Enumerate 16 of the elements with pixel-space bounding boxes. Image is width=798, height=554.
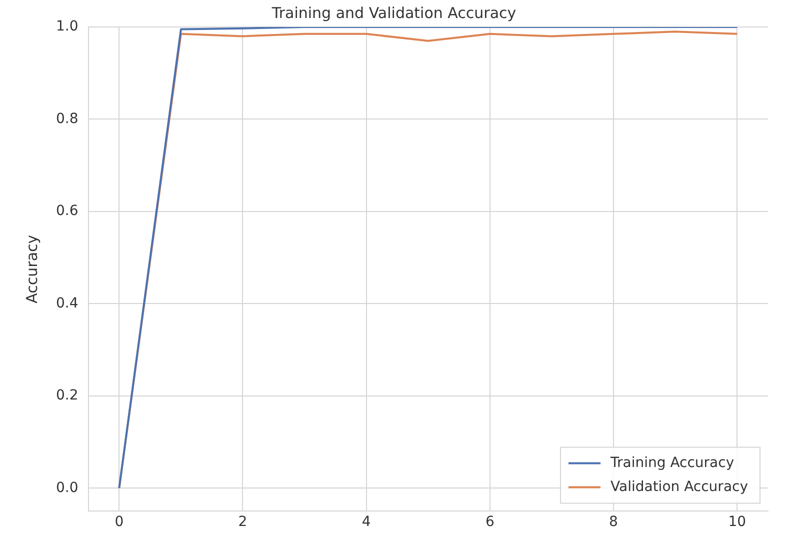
y-tick-label: 0.2: [56, 388, 78, 404]
x-tick-label: 8: [609, 514, 618, 530]
y-tick-label: 1.0: [56, 18, 78, 35]
y-tick-label: 0.6: [56, 203, 78, 220]
y-axis-title: Accuracy: [22, 234, 41, 304]
y-tick-label: 0.8: [56, 110, 78, 127]
y-tick-label: 0.4: [56, 295, 78, 312]
chart-title: Training and Validation Accuracy: [270, 4, 516, 22]
legend-label: Validation Accuracy: [610, 478, 748, 495]
x-tick-label: 0: [114, 514, 124, 530]
x-tick-label: 4: [362, 514, 371, 530]
x-tick-label: 2: [238, 514, 248, 530]
x-tick-label: 6: [485, 514, 494, 530]
y-tick-label: 0.0: [56, 480, 78, 496]
x-tick-label: 10: [728, 514, 746, 530]
legend-label: Training Accuracy: [610, 454, 734, 471]
